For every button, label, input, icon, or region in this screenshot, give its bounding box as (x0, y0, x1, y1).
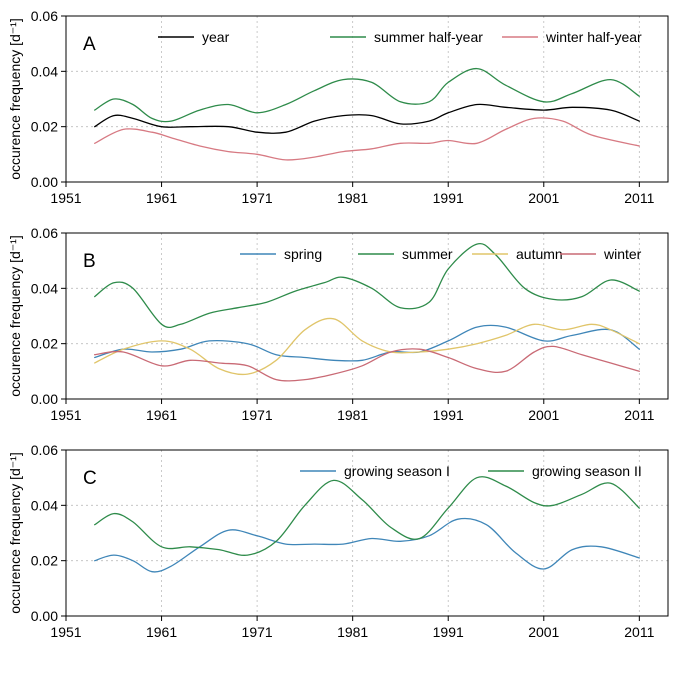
series-line-summer-half-year (94, 67, 640, 123)
y-tick-label: 0.06 (31, 225, 58, 241)
x-tick-label: 1981 (337, 624, 368, 640)
x-tick-label: 1961 (146, 407, 177, 423)
x-tick-label: 1961 (146, 190, 177, 206)
y-tick-label: 0.00 (31, 608, 58, 624)
y-tick-label: 0.04 (31, 63, 58, 79)
series-line-winter (94, 345, 640, 382)
x-tick-label: 1981 (337, 190, 368, 206)
y-tick-label: 0.00 (31, 174, 58, 190)
x-tick-label: 1981 (337, 407, 368, 423)
panel-c: 1951 1961 1971 1981 1991 2001 2011 0.00 0.02 0.04… (7, 442, 669, 640)
x-tick-label: 1971 (242, 407, 273, 423)
x-tick-label: 1951 (50, 624, 81, 640)
y-axis-label: occurence frequency [d⁻¹] (7, 235, 23, 396)
y-tick-label: 0.04 (31, 280, 58, 296)
x-tick-label: 1991 (433, 624, 464, 640)
x-tick-label: 1971 (242, 190, 273, 206)
y-tick-label: 0.04 (31, 497, 58, 513)
x-tick-label: 2001 (528, 624, 559, 640)
legend-label: autumn (516, 246, 563, 262)
series-line-autumn (94, 317, 640, 376)
series-line-winter-half-year (94, 117, 640, 161)
x-tick-label: 2011 (624, 624, 654, 640)
y-axis-label: occurence frequency [d⁻¹] (7, 18, 23, 179)
series-line-growing-season-II (94, 476, 640, 556)
x-tick-label: 2001 (528, 190, 559, 206)
legend-label: spring (284, 246, 322, 262)
x-tick-label: 1961 (146, 624, 177, 640)
y-tick-label: 0.06 (31, 8, 58, 24)
panel-label: C (83, 468, 97, 489)
series-line-year (94, 103, 640, 134)
y-tick-label: 0.02 (31, 119, 58, 135)
x-tick-label: 1991 (433, 407, 464, 423)
y-tick-label: 0.06 (31, 442, 58, 458)
plot-frame (65, 449, 669, 617)
legend-label: winter half-year (545, 29, 642, 45)
y-tick-label: 0.00 (31, 391, 58, 407)
legend-label: growing season I (344, 463, 450, 479)
x-tick-label: 2011 (624, 190, 654, 206)
y-tick-label: 0.02 (31, 336, 58, 352)
x-tick-label: 1951 (50, 190, 81, 206)
panel-a: 1951 1961 1971 1981 1991 2001 2011 0.00 0.02 0.04… (7, 8, 669, 206)
y-tick-label: 0.02 (31, 553, 58, 569)
panel-b: 1951 1961 1971 1981 1991 2001 2011 0.00 0.02 0.04… (7, 225, 669, 423)
y-axis-label: occurence frequency [d⁻¹] (7, 452, 23, 613)
plot-frame (65, 15, 669, 183)
x-tick-label: 1991 (433, 190, 464, 206)
legend-label: summer half-year (374, 29, 483, 45)
panel-label: B (83, 251, 96, 272)
plot-frame (65, 232, 669, 400)
legend-label: winter (603, 246, 642, 262)
series-line-summer (94, 242, 640, 329)
x-tick-label: 2011 (624, 407, 654, 423)
legend-label: year (202, 29, 230, 45)
x-tick-label: 1971 (242, 624, 273, 640)
legend-label: summer (402, 246, 453, 262)
x-tick-label: 1951 (50, 407, 81, 423)
panel-label: A (83, 34, 96, 55)
series-line-growing-season-I (94, 517, 640, 573)
legend-label: growing season II (532, 463, 642, 479)
series-line-spring (94, 324, 640, 362)
x-tick-label: 2001 (528, 407, 559, 423)
